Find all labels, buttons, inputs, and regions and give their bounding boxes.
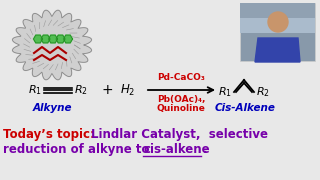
Polygon shape (49, 35, 58, 43)
Text: $R_2$: $R_2$ (74, 83, 88, 97)
Text: $R_1$: $R_1$ (28, 83, 42, 97)
FancyBboxPatch shape (240, 3, 315, 33)
FancyBboxPatch shape (240, 3, 315, 18)
Text: $R_2$: $R_2$ (256, 85, 270, 99)
Text: $H_2$: $H_2$ (120, 82, 136, 98)
Polygon shape (12, 10, 92, 80)
Polygon shape (56, 35, 65, 43)
Polygon shape (255, 38, 300, 62)
Text: +: + (101, 83, 113, 97)
Text: $R_1$: $R_1$ (218, 85, 232, 99)
Text: Cis-Alkene: Cis-Alkene (215, 103, 276, 113)
Text: reduction of alkyne to: reduction of alkyne to (3, 143, 149, 156)
FancyBboxPatch shape (240, 3, 315, 61)
Polygon shape (63, 35, 73, 43)
Text: Pb(OAc)₄,: Pb(OAc)₄, (157, 95, 205, 104)
Text: Pd-CaCO₃: Pd-CaCO₃ (157, 73, 205, 82)
Text: .: . (203, 143, 208, 156)
Polygon shape (41, 35, 50, 43)
Text: cis-alkene: cis-alkene (143, 143, 210, 156)
Text: Today’s topic:: Today’s topic: (3, 128, 95, 141)
Polygon shape (34, 35, 43, 43)
Text: Lindlar Catalyst,  selective: Lindlar Catalyst, selective (91, 128, 268, 141)
Text: Quinoline: Quinoline (156, 104, 205, 113)
Text: Alkyne: Alkyne (32, 103, 72, 113)
Circle shape (268, 12, 288, 32)
